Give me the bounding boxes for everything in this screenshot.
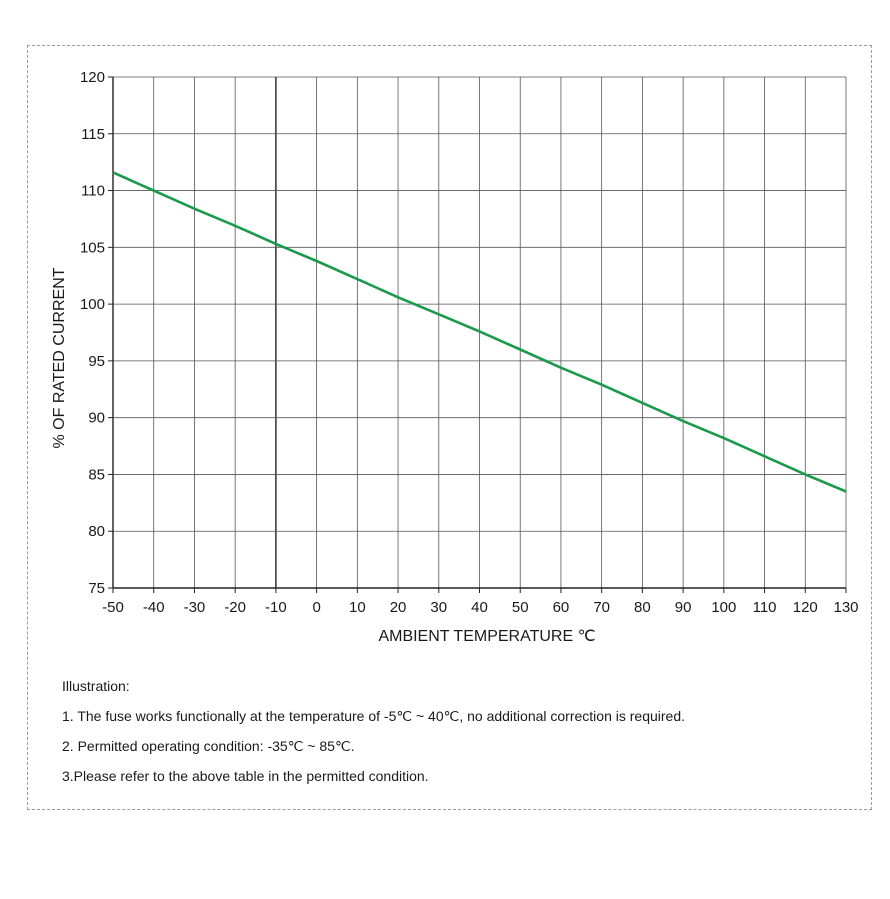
note-item: 1. The fuse works functionally at the te… bbox=[62, 708, 686, 724]
x-tick-label: -40 bbox=[143, 599, 165, 616]
tick-labels: -50 -40 -30 -20 -10 0 10 20 30 40 50 60 70 80 90 100 110… bbox=[80, 69, 859, 616]
y-tick-label: 110 bbox=[81, 183, 105, 200]
y-tick-label: 95 bbox=[88, 353, 105, 370]
x-tick-label: 100 bbox=[711, 599, 736, 616]
x-tick-label: -20 bbox=[224, 599, 246, 616]
y-tick-label: 75 bbox=[88, 580, 105, 597]
x-tick-label: 60 bbox=[553, 599, 570, 616]
series-line bbox=[112, 171, 847, 493]
x-tick-label: 120 bbox=[793, 599, 818, 616]
y-axis-title: % OF RATED CURRENT bbox=[51, 267, 68, 448]
y-tick-label: 80 bbox=[88, 523, 105, 540]
grid bbox=[112, 76, 847, 589]
derating-chart: -50 -40 -30 -20 -10 0 10 20 30 40 50 60 70 80 90 100 110… bbox=[51, 69, 859, 645]
x-tick-label: 90 bbox=[675, 599, 692, 616]
illustration-notes: Illustration: 1. The fuse works function… bbox=[62, 676, 685, 796]
axes bbox=[108, 76, 847, 593]
y-tick-label: 115 bbox=[81, 126, 105, 143]
x-tick-label: 20 bbox=[390, 599, 407, 616]
y-tick-label: 105 bbox=[80, 239, 105, 256]
x-tick-label: 0 bbox=[312, 599, 320, 616]
y-tick-label: 90 bbox=[88, 410, 105, 427]
series-layer bbox=[112, 171, 847, 493]
x-tick-label: 80 bbox=[634, 599, 651, 616]
x-tick-label: -30 bbox=[184, 599, 206, 616]
y-tick-label: 120 bbox=[80, 69, 105, 86]
x-tick-label: 70 bbox=[593, 599, 610, 616]
x-tick-label: 10 bbox=[349, 599, 366, 616]
x-tick-label: 40 bbox=[471, 599, 488, 616]
x-tick-label: 130 bbox=[833, 599, 858, 616]
x-tick-label: 110 bbox=[753, 599, 777, 616]
dashed-frame bbox=[27, 45, 872, 810]
x-axis-title: AMBIENT TEMPERATURE ℃ bbox=[378, 628, 595, 645]
x-tick-label: 30 bbox=[430, 599, 447, 616]
x-tick-label: -10 bbox=[265, 599, 287, 616]
note-item: 2. Permitted operating condition: -35℃ ~… bbox=[62, 738, 355, 754]
notes-heading: Illustration: bbox=[62, 678, 130, 694]
note-item: 3.Please refer to the above table in the… bbox=[62, 768, 429, 784]
y-tick-label: 100 bbox=[80, 296, 105, 313]
x-tick-label: -50 bbox=[102, 599, 124, 616]
x-tick-label: 50 bbox=[512, 599, 529, 616]
y-tick-label: 85 bbox=[88, 466, 105, 483]
